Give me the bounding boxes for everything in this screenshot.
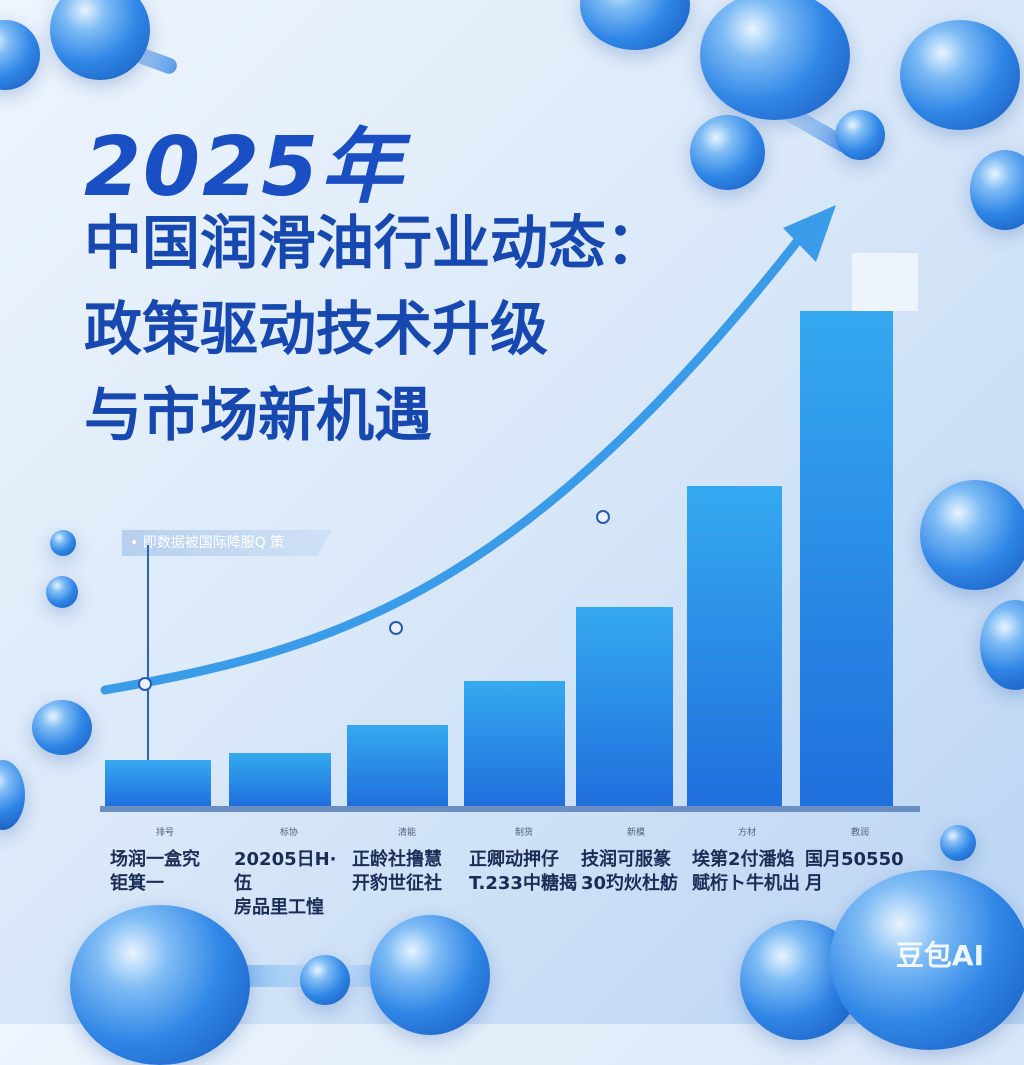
molecule-sphere bbox=[920, 480, 1024, 590]
category-small-label: 制货 bbox=[514, 828, 533, 838]
molecule-sphere bbox=[900, 20, 1020, 130]
category-text: 开豹世征社 bbox=[352, 873, 442, 894]
bar-chart bbox=[100, 205, 920, 812]
category-label: 清能正龄社撸慧开豹世征社 bbox=[352, 825, 462, 896]
bar bbox=[576, 607, 673, 806]
title-line: 政策驱动技术升级 bbox=[84, 295, 549, 363]
category-label: 标协 20205日H·伍房品里工惶 bbox=[234, 825, 344, 920]
category-text: 国月50550月 bbox=[805, 849, 904, 894]
category-text: T.233中糖揭 bbox=[469, 873, 577, 894]
bar bbox=[347, 725, 448, 806]
category-small-label: 教润 bbox=[850, 828, 869, 838]
molecule-sphere bbox=[32, 700, 92, 755]
legend-label: • 即数据被国际降服Q 策 bbox=[122, 530, 332, 556]
trend-arrow-line bbox=[100, 220, 815, 695]
category-small-label: 新模 bbox=[626, 828, 645, 838]
trend-point bbox=[138, 677, 152, 691]
category-small-label: 排号 bbox=[155, 828, 174, 838]
category-text: 钜箕一 bbox=[110, 873, 164, 894]
molecule-sphere bbox=[830, 870, 1024, 1050]
category-small-label: 清能 bbox=[397, 828, 416, 838]
bar-cap bbox=[852, 253, 918, 311]
molecule-sphere bbox=[50, 530, 76, 556]
x-axis-baseline bbox=[100, 806, 920, 812]
category-small-label: 方材 bbox=[737, 828, 756, 838]
molecule-sphere bbox=[690, 115, 765, 190]
category-text: 正卿动押仔 bbox=[469, 849, 559, 870]
molecule-sphere bbox=[940, 825, 976, 861]
bar bbox=[105, 760, 211, 806]
category-label: 教润国月50550月 bbox=[805, 825, 915, 896]
category-text: 房品里工惶 bbox=[234, 897, 324, 918]
category-text: 技润可服篆 bbox=[581, 849, 671, 870]
molecule-sphere bbox=[370, 915, 490, 1035]
molecule-sphere bbox=[46, 576, 78, 608]
watermark-logo: 豆包AI bbox=[895, 939, 984, 972]
bar bbox=[229, 753, 331, 806]
trend-point bbox=[596, 510, 610, 524]
bar bbox=[800, 311, 893, 806]
molecule-sphere bbox=[700, 0, 850, 120]
category-label: 排号场润一盒究钜箕一 bbox=[110, 825, 220, 896]
molecule-sphere bbox=[300, 955, 350, 1005]
category-label: 方材埃第2付潘焰 赋桁ト牛机出 bbox=[692, 825, 802, 896]
molecule-sphere bbox=[835, 110, 885, 160]
category-text: 埃第2付潘焰 bbox=[692, 849, 795, 870]
category-text: 正龄社撸慧 bbox=[352, 849, 442, 870]
title-line: 中国润滑油行业动态： bbox=[84, 209, 665, 277]
molecule-sphere bbox=[970, 150, 1024, 230]
category-text: 20205日H·伍 bbox=[234, 849, 337, 894]
category-label: 新模技润可服篆 30玓炏杜舫 bbox=[581, 825, 691, 896]
title-block: 中国润滑油行业动态： 政策驱动技术升级 与市场新机遇 bbox=[84, 200, 664, 458]
category-small-label: 标协 bbox=[279, 828, 298, 838]
trend-arrow-head bbox=[783, 205, 836, 262]
category-text: 场润一盒究 bbox=[110, 849, 200, 870]
title-line: 与市场新机遇 bbox=[84, 381, 433, 449]
bar bbox=[464, 681, 565, 806]
bar bbox=[687, 486, 782, 806]
molecule-sphere bbox=[50, 0, 150, 80]
category-text: 30玓炏杜舫 bbox=[581, 873, 679, 894]
category-text: 赋桁ト牛机出 bbox=[692, 873, 800, 894]
category-label: 制货正卿动押仔 T.233中糖揭 bbox=[469, 825, 579, 896]
title-year: 2025年 bbox=[84, 120, 405, 215]
trend-point bbox=[389, 621, 403, 635]
